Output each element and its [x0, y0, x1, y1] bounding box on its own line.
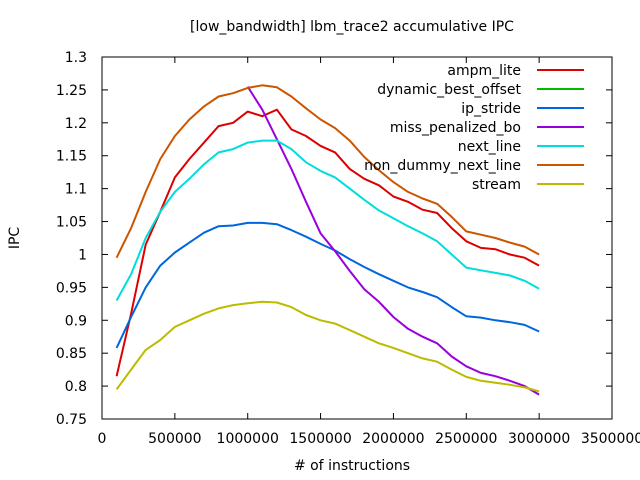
- x-tick-label: 2500000: [435, 431, 497, 447]
- y-axis-label: IPC: [7, 227, 23, 250]
- series-line-non-dummy-next-line: [115, 84, 540, 259]
- series-line-stream: [115, 300, 540, 393]
- series-line-ampm-lite: [115, 108, 540, 377]
- y-tick-label: 1.25: [56, 83, 87, 99]
- x-tick-label: 1500000: [289, 431, 351, 447]
- x-tick-label: 500000: [148, 431, 201, 447]
- y-tick-label: 1.05: [56, 215, 87, 231]
- series-line-miss-penalized-bo: [246, 86, 540, 396]
- legend-label-next-line: next_line: [458, 139, 521, 155]
- y-tick-label: 1.3: [65, 50, 87, 66]
- y-tick-label: 1.2: [65, 116, 87, 132]
- legend-label-dynamic-best-offset: dynamic_best_offset: [377, 82, 521, 98]
- x-tick-label: 2000000: [362, 431, 424, 447]
- y-tick-label: 0.9: [65, 313, 87, 329]
- y-tick-label: 0.8: [65, 379, 87, 395]
- x-tick-label: 3000000: [508, 431, 570, 447]
- y-tick-label: 1: [78, 247, 87, 263]
- legend-label-non-dummy-next-line: non_dummy_next_line: [364, 158, 521, 174]
- y-axis: 0.75 0.8 0.85 0.9 0.95 1 1.05 1.1 1.15 1.2 1.25 1.3: [56, 50, 612, 428]
- plot-frame: [101, 56, 613, 420]
- x-axis-label: # of instructions: [294, 458, 410, 474]
- plot-area: [115, 84, 540, 396]
- x-tick-label: 0: [98, 431, 107, 447]
- y-tick-label: 0.75: [56, 412, 87, 428]
- series-line-ip-stride: [115, 221, 540, 349]
- chart-title: [low_bandwidth] lbm_trace2 accumulative …: [190, 19, 514, 35]
- x-axis: 0 500000 1000000 1500000 2000000 2500000 30000…: [98, 57, 640, 447]
- legend: ampm_lite dynamic_best_offset ip_stridemis…: [364, 63, 584, 193]
- y-tick-label: 0.85: [56, 346, 87, 362]
- legend-label-miss-penalized-bo: miss_penalized_bo: [390, 120, 521, 136]
- x-tick-label: 1000000: [217, 431, 279, 447]
- legend-label-stream: stream: [472, 177, 521, 193]
- y-tick-label: 0.95: [56, 280, 87, 296]
- series-line-next-line: [115, 139, 540, 301]
- y-tick-label: 1.1: [65, 182, 87, 198]
- y-tick-label: 1.15: [56, 149, 87, 165]
- x-tick-label: 3500000: [581, 431, 640, 447]
- legend-label-ip-stride: ip_stride: [461, 101, 521, 117]
- legend-label-ampm-lite: ampm_lite: [447, 63, 521, 79]
